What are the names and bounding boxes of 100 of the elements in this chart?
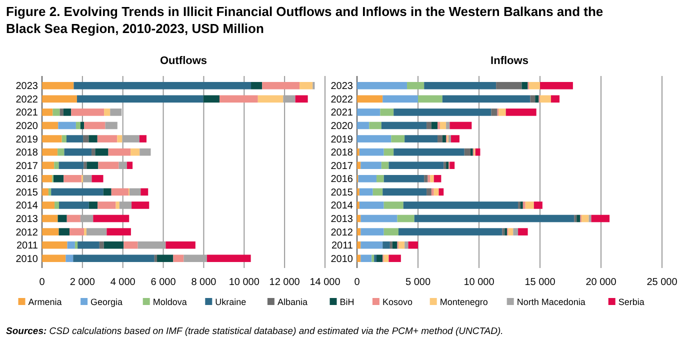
- bar: [67, 241, 75, 249]
- bar: [529, 82, 540, 90]
- bar: [132, 202, 150, 209]
- bar: [130, 148, 140, 156]
- chart-subtitle: Inflows: [490, 55, 528, 67]
- bar: [88, 135, 98, 142]
- y-tick-label: 2020: [16, 120, 38, 132]
- bar: [360, 162, 382, 170]
- source-note: Sources: CSD calculations based on IMF (trade statistical database) and estimated via the PCM+ method (UNCTAD).: [6, 326, 504, 337]
- bar: [108, 148, 131, 156]
- bar: [384, 148, 394, 156]
- bar: [86, 228, 107, 236]
- y-tick-label: 2016: [16, 174, 38, 186]
- bar: [376, 174, 384, 182]
- bar: [130, 188, 141, 196]
- legend-label: Montenegro: [440, 297, 488, 307]
- bar: [42, 174, 52, 182]
- bar: [83, 135, 89, 142]
- bar: [574, 214, 577, 222]
- bar: [42, 95, 77, 103]
- bar: [262, 82, 300, 90]
- y-tick-label: 2019: [330, 134, 354, 146]
- bar: [119, 202, 132, 209]
- bar: [42, 254, 66, 262]
- bar: [42, 241, 68, 249]
- bar: [74, 82, 252, 90]
- bar: [111, 188, 129, 196]
- bar: [464, 148, 470, 156]
- bar: [283, 95, 296, 103]
- bar: [103, 188, 112, 196]
- bar: [105, 122, 118, 130]
- bar: [442, 95, 530, 103]
- bar: [357, 95, 383, 103]
- bar: [126, 162, 133, 170]
- bar: [414, 214, 574, 222]
- bar: [54, 162, 59, 170]
- y-tick-label: 2015: [330, 187, 354, 198]
- bar: [251, 82, 262, 90]
- bar: [382, 241, 390, 249]
- bar: [66, 214, 80, 222]
- bar: [382, 188, 427, 196]
- bar: [357, 228, 361, 236]
- bar: [110, 108, 122, 116]
- x-tick-label: 4 000: [110, 277, 136, 288]
- bar: [450, 162, 455, 170]
- y-tick-label: 2021: [16, 108, 38, 119]
- bar: [504, 228, 508, 236]
- bar: [360, 214, 398, 222]
- bar: [550, 95, 560, 103]
- bar: [434, 174, 442, 182]
- bar: [184, 254, 207, 262]
- bar: [388, 254, 401, 262]
- bar: [392, 241, 398, 249]
- bar: [62, 135, 66, 142]
- y-tick-label: 2014: [330, 200, 354, 212]
- bar: [431, 122, 438, 130]
- legend-label: Albania: [277, 297, 308, 307]
- bar: [360, 241, 383, 249]
- y-tick-label: 2020: [330, 120, 354, 132]
- bar: [54, 174, 64, 182]
- bar: [58, 214, 67, 222]
- bar: [388, 162, 444, 170]
- legend-label: Moldova: [152, 297, 187, 307]
- bar: [374, 254, 377, 262]
- bar: [140, 188, 148, 196]
- y-tick-label: 2010: [330, 254, 354, 265]
- bar: [407, 82, 424, 90]
- bar: [219, 95, 258, 103]
- bar: [206, 254, 251, 262]
- bar: [104, 241, 124, 249]
- bar: [358, 174, 377, 182]
- bar: [42, 148, 58, 156]
- bar: [540, 82, 573, 90]
- bar: [117, 135, 122, 142]
- bar: [98, 162, 119, 170]
- x-tick-label: 6 000: [150, 277, 176, 288]
- bar: [384, 228, 398, 236]
- bar: [66, 135, 84, 142]
- bar: [95, 148, 108, 156]
- bar: [359, 188, 373, 196]
- x-tick-label: 15 000: [524, 277, 556, 288]
- x-tick-label: 20 000: [586, 277, 617, 288]
- x-tick-label: 25 000: [646, 277, 678, 288]
- bar: [60, 108, 64, 116]
- bar: [397, 214, 414, 222]
- bar: [591, 214, 610, 222]
- bar: [173, 254, 184, 262]
- bar: [384, 254, 389, 262]
- bar: [522, 202, 526, 209]
- bar: [470, 148, 473, 156]
- bar: [97, 135, 118, 142]
- bar: [360, 254, 372, 262]
- bar: [83, 174, 92, 182]
- bar: [502, 228, 505, 236]
- y-tick-label: 2011: [16, 240, 38, 252]
- bar: [426, 188, 432, 196]
- bar: [360, 228, 384, 236]
- y-tick-label: 2012: [330, 227, 354, 238]
- bar: [450, 135, 460, 142]
- y-tick-label: 2023: [16, 81, 38, 92]
